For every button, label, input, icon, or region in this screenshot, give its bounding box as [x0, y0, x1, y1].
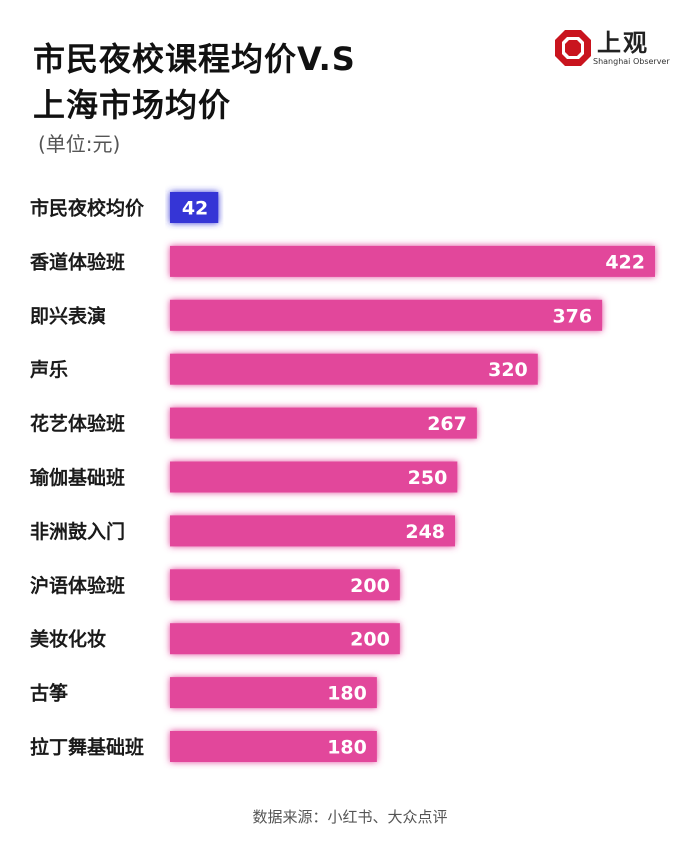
- logo-subtitle: Shanghai Observer: [593, 57, 670, 66]
- category-label: 沪语体验班: [30, 574, 125, 597]
- bar: [170, 677, 377, 709]
- chart-title-line-1: 市民夜校课程均价V.S: [33, 40, 356, 78]
- value-label: 376: [552, 305, 592, 327]
- bar: [170, 407, 477, 439]
- unit-label: (单位:元): [38, 132, 121, 156]
- bar: [170, 731, 377, 762]
- logo-emblem-icon: [555, 30, 591, 66]
- bar-chart: 市民夜校均价 42 香道体验班 422 即兴表演 376 声乐 320 花艺体验班 267 瑜伽基础…: [29, 192, 655, 762]
- value-label: 180: [327, 683, 367, 705]
- value-label: 267: [427, 413, 467, 435]
- value-label: 200: [350, 575, 390, 597]
- bar: [170, 299, 603, 331]
- bar: [170, 515, 456, 547]
- value-label: 250: [408, 467, 448, 489]
- category-label: 香道体验班: [29, 250, 125, 273]
- bar: [170, 245, 655, 277]
- category-label: 古筝: [30, 682, 68, 705]
- bar: [170, 569, 400, 601]
- bar-highlight: [170, 192, 219, 223]
- value-label: 248: [405, 521, 445, 543]
- bar: [170, 461, 458, 493]
- shanghai-observer-logo: 上观 Shanghai Observer: [553, 28, 670, 72]
- category-label: 美妆化妆: [30, 628, 106, 651]
- category-label: 瑜伽基础班: [30, 466, 125, 489]
- value-label: 200: [350, 629, 390, 651]
- category-label: 花艺体验班: [30, 412, 125, 435]
- category-label: 市民夜校均价: [30, 197, 145, 220]
- value-label: 320: [488, 359, 528, 381]
- category-label: 拉丁舞基础班: [30, 736, 144, 759]
- bar: [170, 623, 400, 655]
- logo-name: 上观: [597, 29, 649, 57]
- category-label: 即兴表演: [30, 304, 106, 327]
- value-label: 422: [605, 251, 645, 273]
- chart-title: 市民夜校课程均价V.S 上海市场均价: [33, 36, 356, 128]
- value-label: 42: [182, 198, 208, 220]
- value-label: 180: [327, 737, 367, 759]
- category-label: 声乐: [29, 358, 68, 381]
- source-note: 数据来源：小红书、大众点评: [252, 808, 448, 826]
- bar: [170, 353, 538, 385]
- chart-title-line-2: 上海市场均价: [33, 86, 232, 124]
- bars-layer: 市民夜校均价 42 香道体验班 422 即兴表演 376 声乐 320 花艺体验班 267 瑜伽基础…: [29, 192, 655, 762]
- category-label: 非洲鼓入门: [30, 520, 125, 543]
